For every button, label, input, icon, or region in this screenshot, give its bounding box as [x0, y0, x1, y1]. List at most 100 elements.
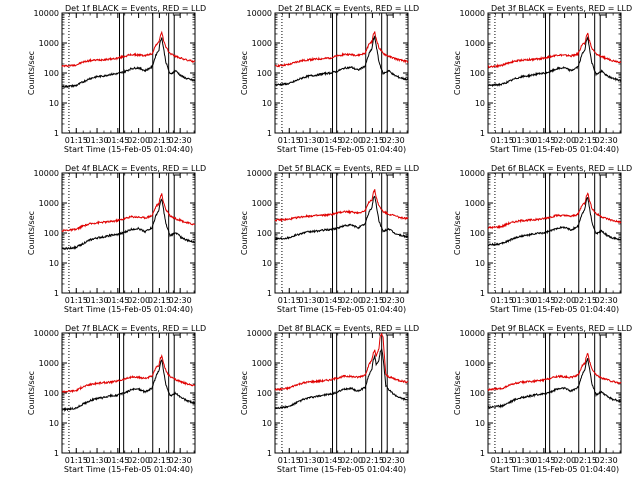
bracket-marker	[173, 14, 181, 133]
series-line-lld	[274, 332, 409, 392]
x-axis-label: Start Time (15-Feb-05 01:04:40)	[277, 145, 406, 154]
x-tick-label: 01:45	[319, 136, 342, 145]
plot-frame	[274, 332, 409, 454]
series-line-lld	[487, 192, 622, 230]
panel-3f: Det 3f BLACK = Events, RED = LLD 1 10 100 10…	[453, 4, 632, 154]
x-tick-label: 02:15	[148, 296, 171, 305]
y-tick-label: 10	[475, 259, 485, 268]
x-tick-label: 02:00	[340, 456, 363, 465]
x-axis-label: Start Time (15-Feb-05 01:04:40)	[64, 305, 193, 314]
x-axis-label: Start Time (15-Feb-05 01:04:40)	[64, 465, 193, 474]
y-tick-label: 100	[257, 69, 272, 78]
x-tick-label: 02:00	[340, 296, 363, 305]
y-axis-label: Counts/sec	[27, 211, 36, 255]
y-tick-label: 10	[262, 419, 272, 428]
x-tick-label: 02:15	[574, 456, 597, 465]
x-tick-label: 01:15	[65, 136, 88, 145]
x-axis-label: Start Time (15-Feb-05 01:04:40)	[490, 305, 619, 314]
x-tick-label: 01:45	[106, 296, 129, 305]
y-tick-label: 10	[475, 419, 485, 428]
series-line-lld	[487, 32, 622, 69]
y-tick-label: 1000	[465, 39, 485, 48]
series-line-events	[274, 347, 409, 410]
y-tick-label: 10000	[247, 329, 272, 338]
panel-title: Det 6f BLACK = Events, RED = LLD	[491, 164, 632, 173]
x-axis-label: Start Time (15-Feb-05 01:04:40)	[64, 145, 193, 154]
panel-title: Det 8f BLACK = Events, RED = LLD	[278, 324, 419, 333]
x-tick-label: 01:30	[512, 136, 535, 145]
x-axis-label: Start Time (15-Feb-05 01:04:40)	[490, 465, 619, 474]
series-line-events	[274, 35, 409, 87]
series-line-lld	[274, 189, 409, 223]
series-line-lld	[61, 30, 196, 68]
y-tick-label: 1000	[465, 199, 485, 208]
y-tick-label: 10000	[247, 169, 272, 178]
panel-title: Det 4f BLACK = Events, RED = LLD	[65, 164, 206, 173]
x-tick-label: 02:00	[553, 456, 576, 465]
x-tick-label: 01:15	[65, 296, 88, 305]
x-tick-label: 02:00	[127, 456, 150, 465]
y-tick-label: 1	[480, 289, 485, 298]
x-tick-label: 01:30	[299, 296, 322, 305]
x-tick-label: 01:30	[512, 456, 535, 465]
y-tick-label: 10	[49, 259, 59, 268]
series-line-events	[487, 357, 622, 409]
y-tick-label: 1000	[252, 359, 272, 368]
x-tick-label: 01:15	[278, 456, 301, 465]
x-tick-label: 01:15	[491, 456, 514, 465]
x-tick-label: 02:00	[127, 136, 150, 145]
y-tick-label: 100	[44, 229, 59, 238]
x-tick-label: 02:30	[382, 136, 405, 145]
x-tick-label: 01:15	[491, 296, 514, 305]
y-tick-label: 100	[257, 229, 272, 238]
y-tick-label: 1	[267, 129, 272, 138]
x-tick-label: 01:45	[319, 456, 342, 465]
y-axis-label: Counts/sec	[453, 51, 462, 95]
x-tick-label: 01:45	[532, 456, 555, 465]
panel-title: Det 3f BLACK = Events, RED = LLD	[491, 4, 632, 13]
y-tick-label: 100	[470, 69, 485, 78]
bracket-marker	[386, 174, 394, 293]
y-axis-label: Counts/sec	[453, 371, 462, 415]
y-tick-label: 1	[54, 449, 59, 458]
y-axis-label: Counts/sec	[453, 211, 462, 255]
y-tick-label: 10000	[34, 329, 59, 338]
y-tick-label: 10	[262, 99, 272, 108]
x-tick-label: 02:30	[595, 456, 618, 465]
y-tick-label: 10000	[460, 9, 485, 18]
x-tick-label: 01:15	[278, 136, 301, 145]
y-tick-label: 1	[54, 129, 59, 138]
plot-frame	[274, 12, 409, 134]
y-tick-label: 1	[267, 449, 272, 458]
panel-title: Det 2f BLACK = Events, RED = LLD	[278, 4, 419, 13]
x-tick-label: 02:00	[340, 136, 363, 145]
x-tick-label: 02:30	[169, 296, 192, 305]
panel-4f: Det 4f BLACK = Events, RED = LLD 1 10 100 10…	[27, 164, 206, 314]
x-tick-label: 02:30	[169, 136, 192, 145]
plot-frame	[61, 12, 196, 134]
series-line-events	[487, 196, 622, 247]
x-tick-label: 02:15	[148, 136, 171, 145]
x-tick-label: 01:45	[106, 136, 129, 145]
y-tick-label: 10000	[247, 9, 272, 18]
y-tick-label: 10000	[460, 169, 485, 178]
plot-frame	[274, 172, 409, 294]
x-tick-label: 02:15	[148, 456, 171, 465]
y-tick-label: 10	[262, 259, 272, 268]
y-tick-label: 10000	[460, 329, 485, 338]
x-tick-label: 02:00	[553, 296, 576, 305]
y-tick-label: 1	[54, 289, 59, 298]
panel-title: Det 1f BLACK = Events, RED = LLD	[65, 4, 206, 13]
series-line-events	[61, 198, 196, 250]
bracket-marker	[386, 14, 394, 133]
y-tick-label: 1000	[39, 39, 59, 48]
bracket-marker	[173, 174, 181, 293]
x-tick-label: 02:00	[553, 136, 576, 145]
y-tick-label: 10000	[34, 169, 59, 178]
y-tick-label: 1	[480, 129, 485, 138]
series-line-lld	[61, 353, 196, 394]
x-tick-label: 01:30	[86, 136, 109, 145]
bracket-marker	[386, 334, 394, 453]
